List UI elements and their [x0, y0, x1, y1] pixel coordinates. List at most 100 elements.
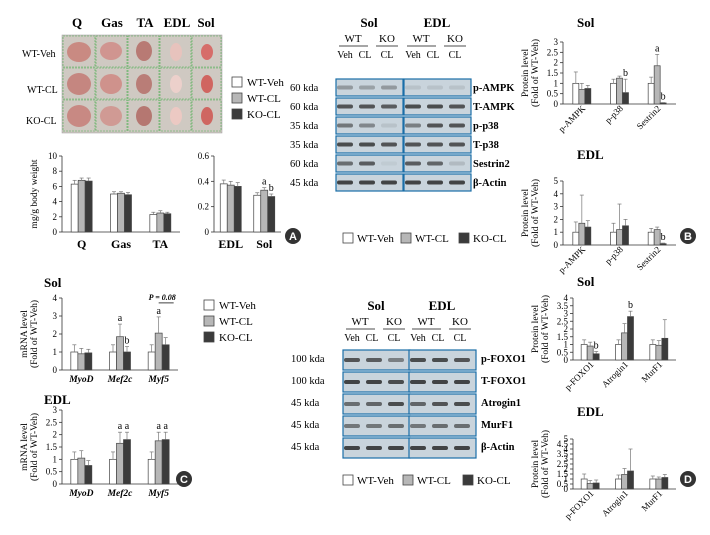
bar-ko-cl [123, 351, 131, 371]
y-tick-label: 3 [53, 311, 58, 321]
x-tick-label: p-AMPK [556, 244, 587, 275]
y-axis-label-line: Protein level [521, 49, 531, 98]
y-axis-label-line: mRNA level [20, 310, 30, 358]
blot-genotype: WT [412, 33, 429, 45]
bar-ko-cl [123, 439, 131, 485]
photo-column-label: EDL [164, 15, 191, 30]
muscle-tissue [136, 41, 152, 61]
bar-wt-veh [219, 183, 228, 233]
muscle-tissue [170, 107, 182, 125]
blot-protein-label: MurF1 [481, 420, 513, 431]
y-tick-label: 3.5 [557, 301, 569, 311]
x-tick-label: Myf5 [147, 375, 169, 385]
blot-treatment: CL [388, 333, 401, 344]
muscle-tissue [100, 74, 122, 94]
y-axis-label: Protein level(Fold of WT-Veh) [521, 179, 541, 247]
x-tick-label: p-p38 [603, 103, 625, 125]
bar-wt-veh [149, 214, 158, 233]
bar-ko-cl [592, 353, 600, 361]
y-tick-label: 0.4 [198, 176, 210, 186]
y-tick-label: 1 [53, 454, 58, 464]
blot-treatment: CL [366, 333, 379, 344]
y-tick-label: 3 [564, 454, 569, 464]
x-tick-label: p-p38 [603, 244, 625, 266]
bar-ko-cl [163, 213, 172, 233]
blot-protein-label: p-AMPK [473, 83, 515, 94]
chart-d2: EDL 00.511.522.533.544.55 Protein level(Fo… [531, 404, 676, 521]
x-tick-label: Atrogin1 [600, 488, 630, 518]
bar-wt-veh [580, 344, 588, 361]
bar-wt-cl [616, 77, 623, 105]
y-tick-label: 2 [53, 430, 58, 440]
chart-title: Sol [577, 15, 595, 30]
bar-ko-cl [661, 477, 669, 490]
blot-band [405, 123, 421, 128]
bar-ko-cl [659, 102, 667, 105]
blot-size-label: 45 kda [291, 442, 320, 453]
significance-letter: b [594, 340, 599, 351]
chart-title: Sol [577, 274, 595, 289]
blot-band [449, 142, 465, 147]
bar-wt-cl [226, 184, 235, 233]
blot-genotype: KO [386, 316, 402, 328]
photo-cell [159, 35, 192, 68]
blot-band [432, 446, 448, 450]
y-tick-label: 2 [554, 58, 559, 68]
panel-label-text: B [684, 231, 692, 243]
y-tick-label: 4 [554, 189, 559, 199]
chart-title: Sol [44, 275, 62, 290]
blot-membrane [335, 116, 404, 135]
muscle-tissue [136, 74, 152, 94]
blot-band [449, 123, 465, 128]
blot-band [405, 104, 421, 109]
bar-wt-veh [253, 194, 262, 233]
blot-band [359, 123, 375, 128]
legend-d: WT-Veh WT-CL KO-CL [342, 474, 511, 487]
legend-a: WT-Veh WT-CL KO-CL [231, 76, 284, 121]
blot-band [344, 358, 360, 362]
y-axis-label: Protein level(Fold of WT-Veh) [531, 295, 551, 363]
chart-c1: Sol 0 1 2 3 4 mRNA level(Fold of WT-Veh) MyoD Me… [20, 275, 178, 385]
y-tick-label: 1.5 [557, 469, 569, 479]
bar-wt-veh [572, 82, 580, 105]
x-tick-label: Myf5 [147, 489, 169, 499]
blot-treatment: Veh [410, 333, 426, 344]
y-tick-label: 0 [53, 479, 58, 489]
legend-label: KO-CL [477, 475, 511, 487]
blot-treatment: CL [381, 50, 394, 61]
x-tick-label: MyoD [68, 489, 93, 499]
y-axis-label-line: mg/g body weight [30, 159, 40, 228]
blot-band [427, 142, 443, 147]
y-tick-label: 0.5 [557, 347, 569, 357]
blot-band [405, 180, 421, 185]
chart-d1: Sol 00.511.522.533.54 Protein level(Fold o… [531, 274, 676, 392]
significance-letter: a [125, 421, 130, 432]
bar-ko-cl [622, 225, 629, 246]
bar-wt-cl [116, 442, 124, 485]
pvalue-label: P = 0.08 [149, 293, 176, 302]
chart-b2: EDL 0 1 2 3 4 5 Protein level(Fold of WT-Veh) p-… [521, 147, 676, 275]
blot-protein-label: p-p38 [473, 121, 499, 132]
significance-letter: a [655, 43, 660, 54]
blot-band [337, 180, 353, 185]
blot-band [449, 104, 465, 109]
y-tick-label: 3.5 [557, 449, 569, 459]
x-tick-label: TA [152, 237, 168, 251]
bar-wt-cl [653, 229, 661, 246]
blot-band [381, 104, 397, 109]
blot-band [366, 446, 382, 450]
muscle-tissue [201, 107, 213, 125]
muscle-tissue [201, 44, 213, 60]
y-tick-label: 0.6 [198, 151, 210, 161]
bar-wt-cl [653, 65, 661, 105]
blot-band [449, 85, 465, 90]
x-tick-label: Atrogin1 [600, 359, 630, 389]
bar-ko-cl [233, 186, 242, 233]
y-tick-label: 6 [53, 181, 58, 191]
bar-wt-cl [578, 89, 586, 105]
blot-band [454, 446, 470, 450]
blot-genotype: WT [351, 316, 368, 328]
blot-band [337, 123, 353, 128]
blot-band [359, 142, 375, 147]
y-tick-label: 8 [53, 166, 58, 176]
